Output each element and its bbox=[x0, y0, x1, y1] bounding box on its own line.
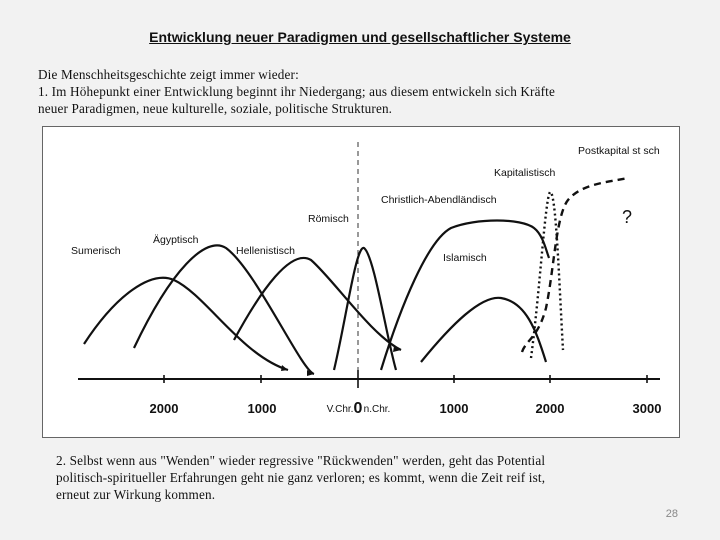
label-hellenistisch: Hellenistisch bbox=[236, 245, 295, 257]
curve-postkapitalistisch bbox=[520, 176, 629, 353]
curve-christlich bbox=[379, 219, 551, 371]
curve-islamisch bbox=[420, 296, 548, 363]
label-kapitalistisch: Kapitalistisch bbox=[494, 167, 555, 179]
outro-line: erneut zur Wirkung kommen. bbox=[56, 487, 216, 502]
label-islamisch: Islamisch bbox=[443, 252, 487, 264]
label-question: ? bbox=[622, 207, 632, 227]
tick-label: 0 bbox=[354, 400, 363, 417]
intro-text: Die Menschheitsgeschichte zeigt immer wi… bbox=[38, 66, 698, 117]
tick-label: V.Chr. bbox=[327, 404, 354, 415]
outro-text: 2. Selbst wenn aus "Wenden" wieder regre… bbox=[56, 452, 696, 503]
arrowhead bbox=[393, 346, 401, 352]
label-aegyptisch: Ägyptisch bbox=[153, 234, 199, 246]
tick-label: 2000 bbox=[150, 401, 179, 416]
curve-hellenistisch bbox=[233, 256, 402, 351]
slide-title: Entwicklung neuer Paradigmen und gesells… bbox=[149, 29, 571, 45]
curve-aegyptisch bbox=[133, 244, 315, 376]
paradigm-diagram: Sumerisch Ägyptisch Hellenistisch Römisc… bbox=[71, 142, 662, 417]
label-christlich: Christlich-Abendländisch bbox=[381, 194, 497, 206]
tick-label: 3000 bbox=[633, 401, 662, 416]
label-postkapitalistisch: Postkapital st sch bbox=[578, 145, 660, 157]
outro-line: politisch-spiritueller Erfahrungen geht … bbox=[56, 470, 546, 485]
curve-sumerisch bbox=[83, 276, 289, 372]
label-roemisch: Römisch bbox=[308, 213, 349, 225]
arrowhead bbox=[281, 365, 288, 371]
intro-line: 1. Im Höhepunkt einer Entwicklung beginn… bbox=[38, 84, 555, 99]
page-number: 28 bbox=[665, 508, 678, 520]
tick-label: 1000 bbox=[248, 401, 277, 416]
tick-label: 1000 bbox=[440, 401, 469, 416]
outro-line: 2. Selbst wenn aus "Wenden" wieder regre… bbox=[56, 453, 546, 468]
intro-line: Die Menschheitsgeschichte zeigt immer wi… bbox=[38, 67, 299, 82]
tick-label: n.Chr. bbox=[364, 404, 391, 415]
curve-kapitalistisch bbox=[529, 190, 565, 359]
curve-roemisch bbox=[332, 246, 398, 371]
label-sumerisch: Sumerisch bbox=[71, 245, 121, 257]
intro-line: neuer Paradigmen, neue kulturelle, sozia… bbox=[38, 101, 393, 116]
tick-label: 2000 bbox=[536, 401, 565, 416]
arrowhead bbox=[307, 370, 314, 376]
